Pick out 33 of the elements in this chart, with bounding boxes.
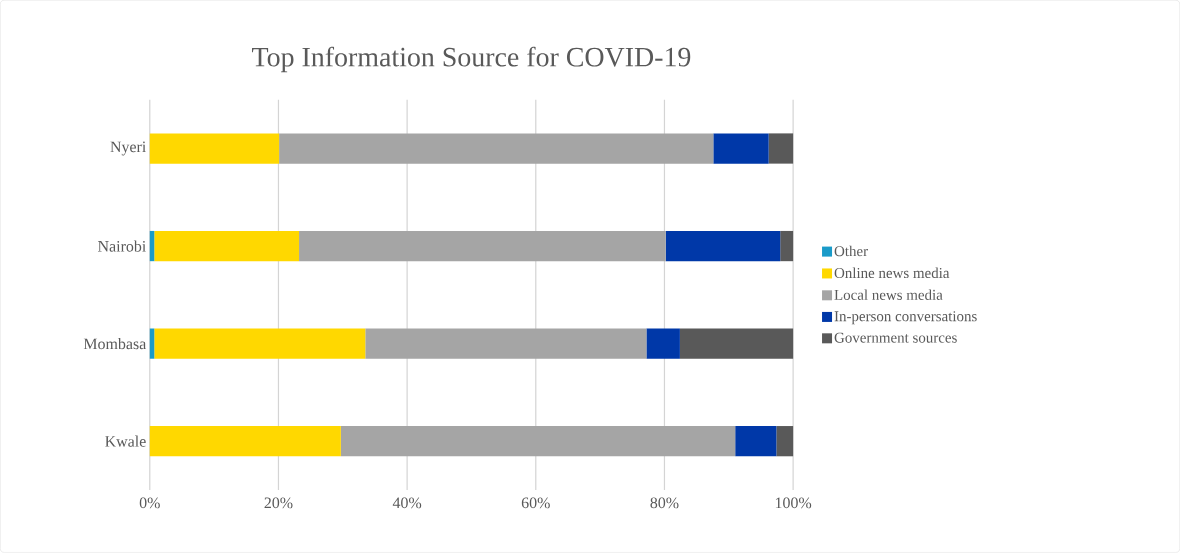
bar: [340, 426, 736, 457]
bar: [713, 133, 769, 164]
legend-label: In-person conversations: [834, 311, 977, 325]
bar: [299, 231, 666, 262]
chart-title: Top Information Source for COVID-19: [252, 46, 691, 73]
x-tick-label: 40%: [392, 497, 422, 509]
bar: [149, 328, 155, 359]
bar: [154, 231, 300, 262]
bar: [149, 133, 280, 164]
legend-label: Other: [834, 245, 868, 257]
legend-label: Government sources: [834, 332, 957, 343]
x-tick-label: 0%: [139, 497, 160, 509]
y-tick-label: Nyeri: [110, 141, 146, 156]
y-tick-label: Nairobi: [98, 240, 146, 252]
legend-label: Local news media: [834, 289, 943, 301]
bar: [768, 133, 794, 164]
bar: [735, 426, 777, 457]
bar: [780, 231, 794, 262]
bar: [679, 328, 794, 359]
bar: [365, 328, 647, 359]
x-tick-label: 80%: [650, 497, 679, 509]
y-tick-label: Mombasa: [83, 338, 147, 350]
y-tick-label: Kwale: [105, 435, 146, 447]
legend-label: Online news media: [834, 267, 950, 279]
bar: [279, 133, 714, 164]
bar: [665, 231, 781, 262]
bar: [646, 328, 680, 359]
x-tick-label: 20%: [264, 497, 293, 509]
bar: [149, 426, 341, 457]
bar: [776, 426, 794, 457]
bar: [154, 328, 366, 359]
x-tick-label: 100%: [775, 497, 812, 509]
x-tick-label: 60%: [521, 497, 550, 509]
